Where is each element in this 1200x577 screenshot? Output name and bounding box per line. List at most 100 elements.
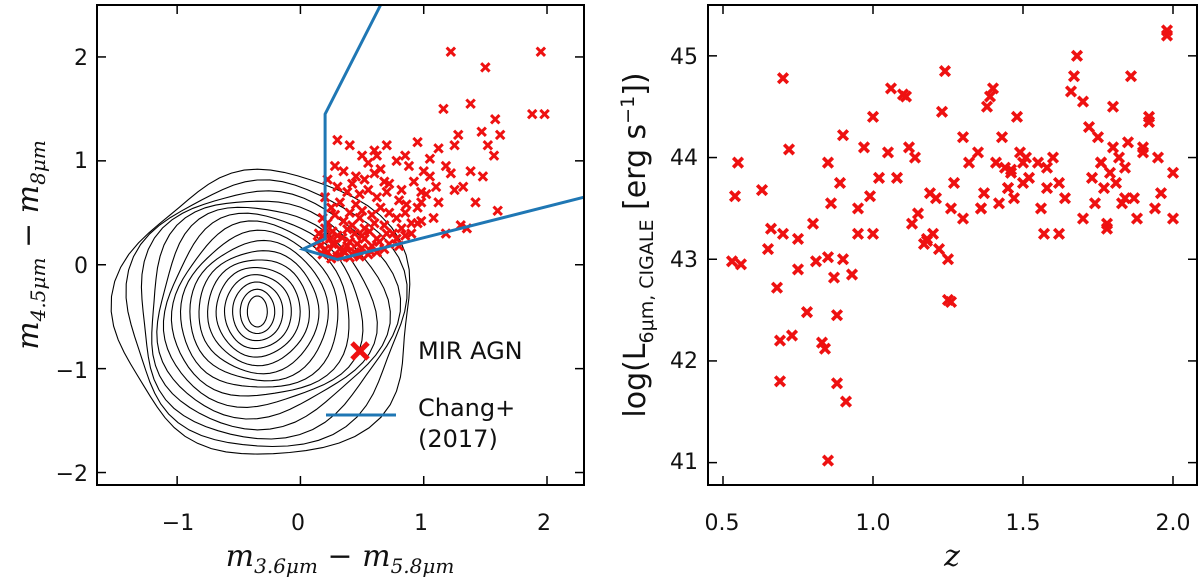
mir-agn-point-right-90 — [1088, 197, 1102, 210]
mir-agn-point-right-115 — [821, 454, 835, 467]
mir-agn-point-left-11 — [452, 129, 464, 141]
mir-agn-point-left-20 — [440, 160, 452, 172]
contour-level-4 — [215, 267, 301, 358]
contour-level-11 — [156, 206, 378, 420]
mir-agn-point-left-84 — [396, 223, 407, 234]
contour-level-13 — [140, 190, 402, 440]
mir-agn-point-right-123 — [1100, 222, 1114, 235]
contour-level-1 — [239, 288, 276, 335]
mir-agn-point-left-25 — [369, 145, 380, 156]
mir-agn-point-right-127 — [851, 227, 865, 240]
mir-agn-point-right-17 — [809, 255, 823, 268]
mir-agn-point-right-77 — [1031, 156, 1045, 169]
mir-agn-point-left-54 — [362, 184, 374, 196]
mir-agn-point-left-41 — [369, 168, 380, 179]
right-plot-frame — [707, 4, 1198, 486]
mir-agn-point-right-76 — [1022, 171, 1036, 184]
mir-agn-point-right-27 — [836, 253, 850, 266]
mir-agn-point-right-34 — [866, 227, 880, 240]
contour-level-7 — [189, 239, 329, 382]
mir-agn-point-right-24 — [830, 377, 844, 390]
mir-agn-point-left-32 — [430, 181, 442, 193]
mir-agn-point-left-134 — [428, 212, 439, 224]
mir-agn-point-left-5 — [489, 114, 501, 125]
mir-agn-point-right-105 — [1130, 212, 1144, 225]
mir-agn-point-left-70 — [391, 212, 402, 224]
mir-agn-point-left-43 — [383, 178, 395, 189]
contour-level-14 — [125, 179, 408, 448]
mir-agn-point-left-39 — [350, 171, 362, 182]
mir-agn-point-right-10 — [776, 227, 790, 240]
mir-agn-point-left-82 — [379, 219, 390, 231]
chang-2017-selection-line — [298, 4, 585, 262]
mir-agn-point-right-33 — [863, 190, 877, 203]
mir-agn-point-left-15 — [381, 139, 392, 151]
mir-agn-point-left-93 — [364, 226, 375, 237]
mir-agn-point-left-48 — [449, 184, 460, 196]
mir-agn-point-right-32 — [857, 141, 871, 154]
mir-agn-point-right-8 — [773, 334, 787, 347]
mir-agn-point-left-38 — [338, 165, 349, 177]
right-xtick-label-1: 1.0 — [856, 511, 891, 536]
mir-agn-point-left-21 — [332, 134, 343, 146]
mir-agn-point-right-64 — [989, 156, 1003, 169]
mir-agn-point-right-104 — [1127, 192, 1141, 205]
mir-agn-point-right-133 — [1136, 141, 1150, 154]
mir-agn-point-left-63 — [334, 197, 346, 208]
mir-agn-point-left-17 — [412, 136, 423, 148]
mir-agn-point-right-79 — [1037, 227, 1051, 240]
mir-agn-point-right-131 — [1052, 176, 1066, 190]
mir-agn-point-right-5 — [761, 242, 775, 256]
mir-agn-point-right-12 — [782, 143, 796, 156]
mir-agn-point-right-22 — [824, 197, 838, 210]
mir-agn-point-right-29 — [839, 395, 853, 408]
left-y-axis-label: m4.5μm − m8μm — [11, 140, 50, 350]
mir-agn-point-left-16 — [399, 150, 411, 161]
legend-agn-label: MIR AGN — [418, 337, 523, 365]
mir-agn-point-right-93 — [1097, 181, 1111, 195]
mir-agn-point-left-44 — [396, 184, 407, 196]
left-plot-frame — [96, 4, 585, 486]
mir-agn-point-right-48 — [929, 192, 943, 205]
mir-agn-point-right-132 — [1094, 156, 1108, 169]
mir-agn-point-left-8 — [539, 108, 550, 120]
mir-agn-point-right-80 — [1040, 181, 1054, 195]
mir-agn-point-left-79 — [354, 212, 365, 224]
mir-agn-point-right-95 — [1103, 166, 1117, 179]
mir-agn-point-right-118 — [944, 295, 958, 309]
left-x-axis-label: m3.6μm − m5.8μm — [226, 539, 455, 577]
mir-agn-point-right-57 — [962, 156, 976, 169]
mir-agn-point-left-10 — [482, 139, 494, 151]
mir-agn-point-right-91 — [1091, 131, 1105, 144]
mir-agn-point-right-49 — [932, 242, 946, 256]
mir-agn-point-right-96 — [1106, 141, 1120, 154]
mir-agn-points-right — [725, 24, 1180, 467]
mir-agn-point-right-114 — [1166, 166, 1180, 179]
mir-agn-point-left-0 — [445, 46, 457, 58]
mir-agn-point-right-28 — [836, 129, 850, 142]
mir-agn-point-left-56 — [381, 186, 392, 198]
mir-agn-point-left-6 — [494, 129, 506, 141]
left-ytick-label-0: −2 — [56, 462, 88, 487]
mir-agn-point-left-64 — [344, 207, 356, 219]
mir-agn-point-left-2 — [480, 62, 491, 73]
right-xtick-label-2: 1.5 — [1006, 511, 1041, 536]
left-axis-ticks — [97, 5, 584, 485]
mir-agn-point-right-4 — [755, 184, 769, 197]
mir-agn-point-left-24 — [362, 157, 374, 169]
mir-agn-point-right-7 — [770, 281, 784, 294]
contour-level-8 — [179, 229, 339, 388]
mir-agn-point-left-9 — [476, 126, 487, 138]
mir-agn-point-right-14 — [791, 232, 805, 245]
mir-agn-point-left-135 — [412, 217, 423, 229]
mir-agn-point-right-87 — [1076, 95, 1090, 108]
contour-level-6 — [198, 250, 320, 375]
contour-level-5 — [207, 259, 310, 367]
mir-agn-point-left-4 — [465, 98, 476, 109]
right-chart-panel: 0.5 1.0 1.5 2.0 41 42 43 44 45 z log(L6μ… — [617, 4, 1198, 574]
mir-agn-point-left-91 — [349, 228, 360, 239]
mir-agn-point-right-55 — [947, 176, 961, 190]
mir-agn-point-left-105 — [359, 233, 370, 245]
mir-agn-point-right-30 — [845, 268, 859, 281]
mir-agn-point-right-103 — [1124, 70, 1138, 83]
